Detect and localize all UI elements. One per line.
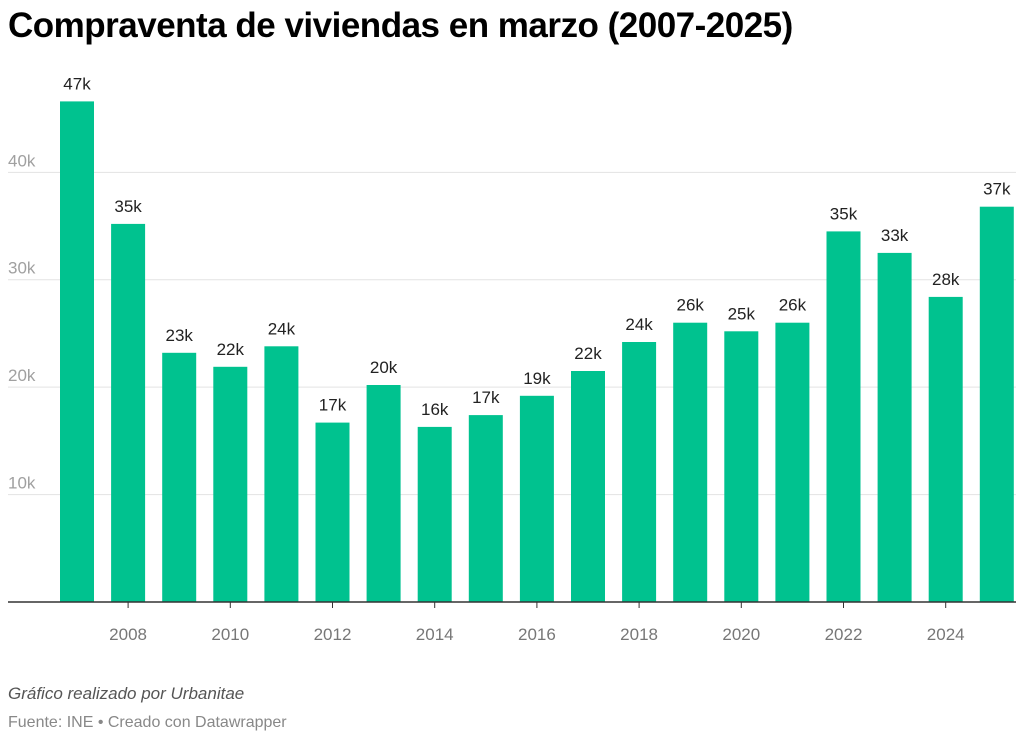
bar-2010 — [213, 366, 248, 602]
bar-2013 — [366, 385, 401, 602]
x-tick-label: 2008 — [109, 625, 147, 644]
data-label-2014: 16k — [421, 400, 449, 419]
y-tick-label: 40k — [8, 151, 36, 170]
data-label-2011: 24k — [268, 319, 296, 338]
bar-2016 — [519, 395, 554, 602]
data-label-2010: 22k — [217, 340, 245, 359]
data-label-2018: 24k — [625, 315, 653, 334]
data-label-2015: 17k — [472, 388, 500, 407]
data-label-2017: 22k — [574, 344, 602, 363]
bar-2017 — [571, 371, 605, 602]
y-tick-label: 10k — [8, 474, 36, 493]
data-label-2022: 35k — [830, 204, 858, 223]
data-label-2008: 35k — [114, 197, 142, 216]
bar-2011 — [264, 346, 299, 602]
x-tick-label: 2010 — [211, 625, 249, 644]
data-label-2013: 20k — [370, 358, 398, 377]
data-label-2023: 33k — [881, 226, 909, 245]
x-tick-label: 2024 — [927, 625, 965, 644]
data-label-2012: 17k — [319, 396, 347, 415]
x-tick-label: 2014 — [416, 625, 454, 644]
bar-2024 — [928, 296, 963, 602]
x-axis-ticks: 2008 2010 2012 2014 2016 2018 2020 2022 2024 — [109, 602, 965, 644]
bar-2023 — [877, 252, 912, 602]
data-label-2020: 25k — [728, 304, 756, 323]
bars — [60, 101, 1014, 603]
data-label-2024: 28k — [932, 270, 960, 289]
bar-chart: 10k 20k 30k 40k 47k 35k 23k 22k 24k 17k 20k 16k 17k… — [8, 74, 1016, 644]
bar-2025 — [979, 206, 1014, 602]
x-tick-label: 2018 — [620, 625, 658, 644]
x-tick-label: 2012 — [314, 625, 352, 644]
footer-note: Gráfico realizado por Urbanitae — [8, 684, 245, 703]
bar-2008 — [111, 223, 146, 602]
bar-2021 — [775, 322, 810, 602]
x-tick-label: 2020 — [722, 625, 760, 644]
data-label-2019: 26k — [676, 296, 704, 315]
data-label-2007: 47k — [63, 74, 91, 93]
bar-2019 — [673, 322, 708, 602]
bar-2012 — [315, 422, 350, 602]
data-labels: 47k 35k 23k 22k 24k 17k 20k 16k 17k 19k 22k 24k 26k 2… — [63, 74, 1011, 419]
data-label-2025: 37k — [983, 180, 1011, 199]
gridlines — [8, 171, 1016, 496]
data-label-2009: 23k — [165, 326, 193, 345]
bar-2022 — [826, 231, 861, 602]
chart-title: Compraventa de viviendas en marzo (2007-… — [8, 6, 793, 45]
data-label-2016: 19k — [523, 369, 551, 388]
x-tick-label: 2016 — [518, 625, 556, 644]
data-label-2021: 26k — [779, 296, 807, 315]
x-tick-label: 2022 — [825, 625, 863, 644]
bar-2018 — [622, 342, 657, 602]
y-axis-tick-labels: 10k 20k 30k 40k — [8, 151, 36, 492]
footer-source: Fuente: INE • Creado con Datawrapper — [8, 714, 287, 731]
y-tick-label: 30k — [8, 259, 36, 278]
bar-2020 — [724, 331, 759, 602]
bar-2007 — [60, 101, 94, 603]
bar-2014 — [417, 426, 452, 602]
y-tick-label: 20k — [8, 366, 36, 385]
bar-2015 — [468, 415, 503, 602]
bar-2009 — [162, 352, 197, 602]
